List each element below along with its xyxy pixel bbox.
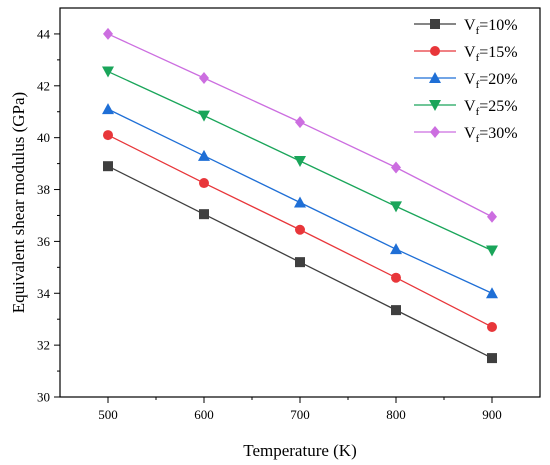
y-tick-label: 30 [37,390,50,405]
y-axis-title: Equivalent shear modulus (GPa) [9,92,28,313]
x-tick-label: 500 [98,407,118,422]
legend-label: Vf=25% [464,98,518,118]
legend-label: Vf=20% [464,71,518,91]
series-2 [103,130,497,332]
data-point [199,178,209,189]
data-point [295,224,305,235]
data-point [391,161,401,174]
legend-label: Vf=10% [464,17,518,37]
x-axis-title: Temperature (K) [243,441,357,460]
data-point [199,72,209,85]
data-point [103,27,113,40]
y-tick-label: 38 [37,182,50,197]
legend-marker [429,100,441,111]
legend-item: Vf=20% [414,71,518,91]
legend-item: Vf=10% [414,17,518,37]
x-tick-label: 900 [482,407,502,422]
data-point [294,156,306,168]
data-point [390,201,402,213]
y-tick-label: 36 [37,234,51,249]
data-point [295,116,305,129]
legend-marker [430,19,440,29]
legend-marker [429,72,441,83]
legend-item: Vf=30% [414,125,518,145]
data-point [295,257,305,268]
data-point [486,245,498,257]
series-5 [103,27,497,223]
data-point [198,149,210,161]
data-point [487,210,497,223]
data-point [102,66,114,78]
y-tick-label: 32 [37,338,50,353]
x-tick-label: 800 [386,407,406,422]
series-3 [102,103,498,299]
legend-label: Vf=15% [464,44,518,64]
data-point [199,209,209,220]
data-point [391,305,401,316]
y-tick-label: 44 [37,26,51,41]
axes: 500 600 700 800 900 30 32 34 36 38 40 42 44 [37,7,541,422]
legend-marker [430,126,440,138]
plot-area [102,27,498,364]
legend-item: Vf=25% [414,98,518,118]
legend-item: Vf=15% [414,44,518,64]
legend-marker [430,46,440,56]
legend: Vf=10% Vf=15% Vf=20% Vf=25% Vf=30% [414,17,518,145]
data-point [390,243,402,255]
data-point [103,130,113,141]
legend-label: Vf=30% [464,125,518,145]
x-tick-label: 700 [290,407,310,422]
y-tick-label: 42 [37,78,50,93]
y-tick-label: 34 [37,286,51,301]
data-point [487,353,497,364]
data-point [486,287,498,299]
x-tick-label: 600 [194,407,214,422]
data-point [294,196,306,208]
data-point [391,272,401,283]
data-point [198,110,210,122]
y-tick-label: 40 [37,130,50,145]
data-point [102,103,114,115]
data-point [487,321,497,332]
data-point [103,161,113,172]
series-4 [102,66,498,257]
series-1 [103,161,497,364]
